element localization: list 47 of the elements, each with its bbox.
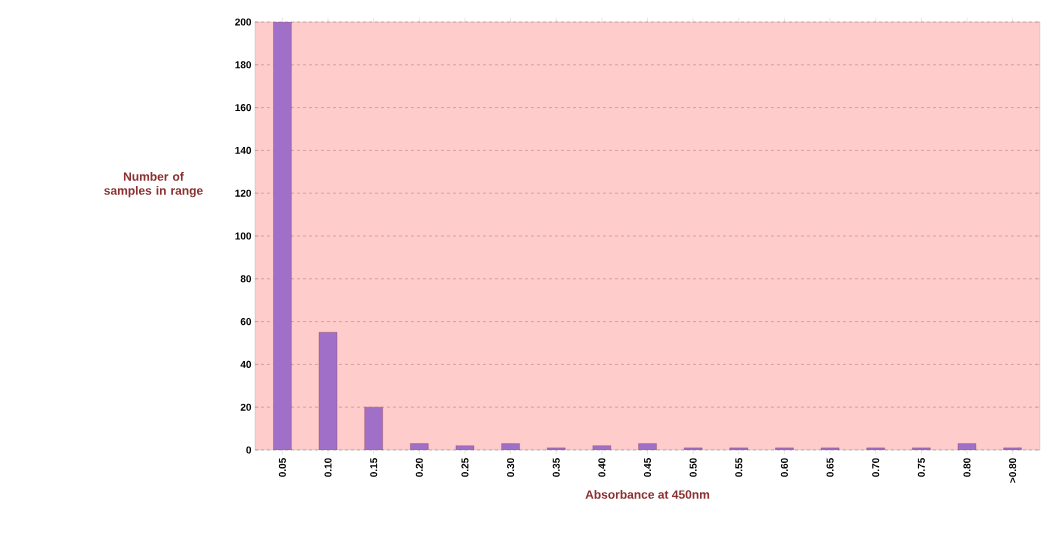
x-tick-label: 0.60 — [780, 458, 788, 477]
bar — [957, 443, 977, 450]
x-tick-label: 0.30 — [507, 458, 515, 477]
bar — [592, 445, 612, 450]
bar — [866, 447, 885, 450]
x-tick-label: 0.80 — [963, 458, 971, 477]
y-tick-label: 140 — [235, 146, 252, 154]
x-tick-label: >0.80 — [1009, 458, 1017, 483]
x-tick-label: 0.55 — [735, 458, 743, 477]
bar — [547, 447, 566, 450]
bar — [1003, 447, 1022, 450]
y-tick-label: 200 — [235, 18, 252, 26]
bar — [273, 21, 292, 450]
x-tick-label: 0.50 — [689, 458, 697, 477]
y-tick-label: 160 — [235, 104, 252, 112]
x-tick-label: 0.35 — [552, 458, 560, 477]
x-tick-label: 0.15 — [370, 458, 378, 477]
bar — [318, 332, 338, 450]
y-tick-label: 60 — [240, 318, 252, 326]
bar — [729, 447, 748, 450]
x-tick-label: 0.75 — [917, 458, 925, 477]
bar — [455, 445, 475, 450]
bar — [501, 443, 520, 450]
bar — [912, 447, 931, 450]
x-tick-label: 0.05 — [278, 458, 286, 477]
y-tick-label: 80 — [240, 275, 252, 283]
x-tick-label: 0.65 — [826, 458, 834, 477]
x-tick-label: 0.20 — [415, 458, 423, 477]
x-tick-label: 0.45 — [643, 458, 652, 477]
bar — [410, 443, 429, 450]
bar — [364, 407, 383, 450]
y-tick-label: 0 — [246, 446, 252, 454]
bar — [775, 447, 794, 450]
x-tick-label: 0.25 — [461, 458, 469, 477]
bar — [820, 447, 840, 450]
bar — [638, 443, 657, 450]
x-tick-label: 0.70 — [872, 458, 880, 477]
bar — [683, 447, 703, 450]
x-axis-title: Absorbance at 450nm — [585, 489, 710, 499]
y-tick-label: 180 — [235, 61, 252, 69]
y-tick-label: 40 — [240, 360, 252, 368]
x-tick-label: 0.10 — [324, 458, 332, 477]
x-tick-label: 0.40 — [598, 458, 606, 477]
y-tick-label: 120 — [235, 189, 252, 197]
y-tick-label: 20 — [240, 403, 252, 411]
y-axis-title: Number of samples in range — [104, 172, 203, 198]
y-tick-label: 100 — [235, 232, 252, 240]
